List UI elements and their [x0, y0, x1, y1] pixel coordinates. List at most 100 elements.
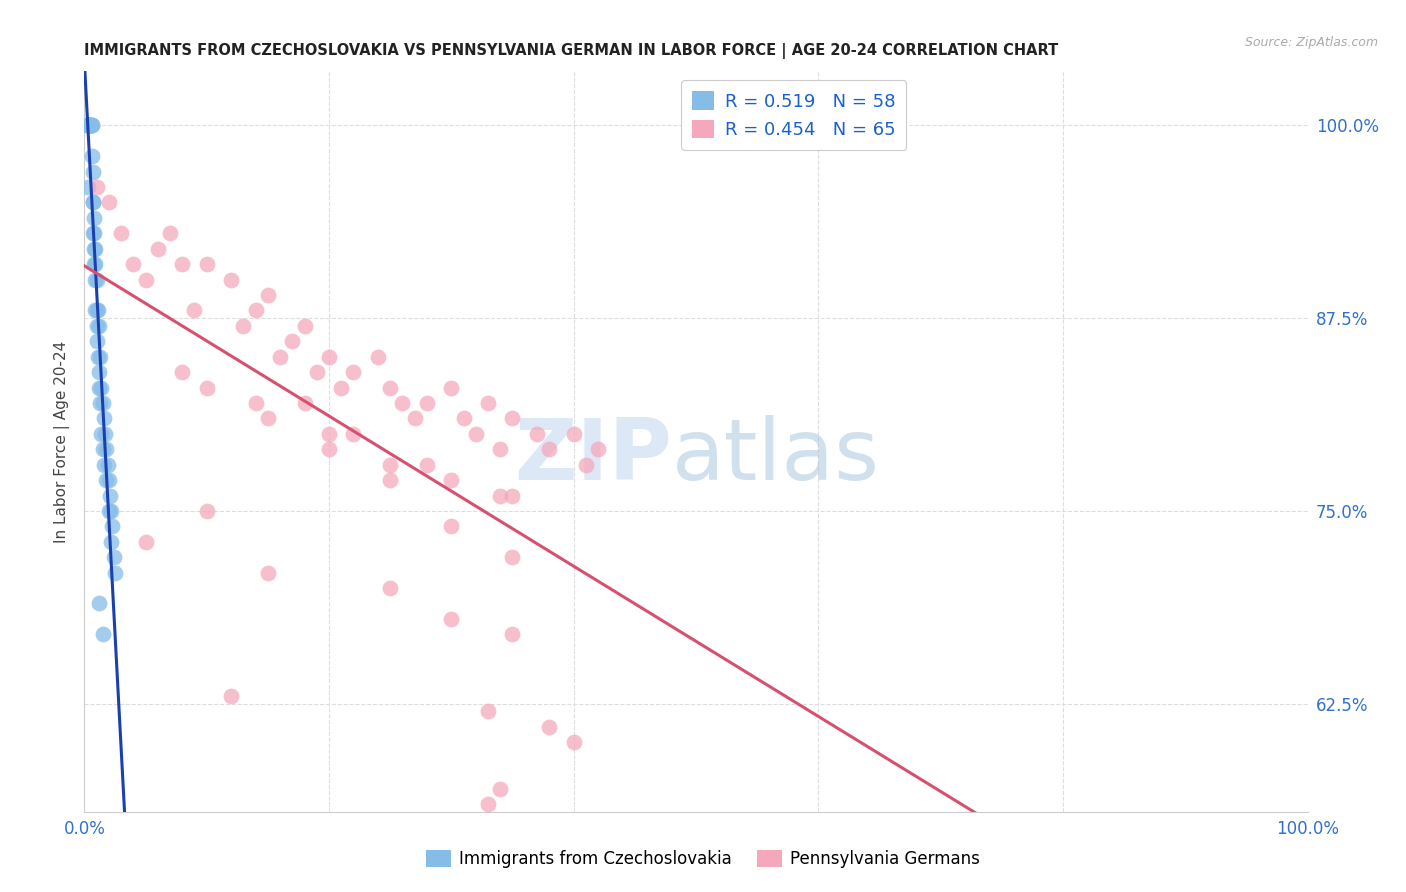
- Point: [98, 489, 121, 503]
- Point: [183, 303, 205, 318]
- Point: [502, 489, 524, 503]
- Point: [232, 318, 254, 333]
- Point: [91, 627, 114, 641]
- Point: [489, 781, 512, 796]
- Point: [97, 473, 120, 487]
- Point: [100, 534, 122, 549]
- Point: [97, 195, 120, 210]
- Point: [103, 550, 125, 565]
- Point: [489, 442, 512, 457]
- Point: [538, 720, 561, 734]
- Point: [342, 365, 364, 379]
- Point: [367, 350, 389, 364]
- Point: [172, 365, 194, 379]
- Legend: Immigrants from Czechoslovakia, Pennsylvania Germans: Immigrants from Czechoslovakia, Pennsylv…: [419, 843, 987, 875]
- Point: [257, 288, 280, 302]
- Point: [96, 442, 118, 457]
- Point: [440, 612, 463, 626]
- Point: [77, 119, 100, 133]
- Point: [526, 426, 548, 441]
- Point: [89, 396, 111, 410]
- Point: [440, 380, 463, 394]
- Point: [159, 227, 181, 241]
- Point: [404, 411, 426, 425]
- Legend: R = 0.519   N = 58, R = 0.454   N = 65: R = 0.519 N = 58, R = 0.454 N = 65: [682, 80, 907, 150]
- Point: [502, 550, 524, 565]
- Point: [342, 426, 364, 441]
- Point: [82, 164, 104, 178]
- Point: [86, 334, 108, 349]
- Point: [110, 227, 132, 241]
- Point: [330, 380, 353, 394]
- Point: [245, 303, 267, 318]
- Point: [281, 334, 304, 349]
- Y-axis label: In Labor Force | Age 20-24: In Labor Force | Age 20-24: [55, 341, 70, 542]
- Point: [77, 119, 100, 133]
- Point: [562, 735, 585, 749]
- Point: [83, 257, 105, 271]
- Point: [100, 504, 122, 518]
- Point: [86, 303, 108, 318]
- Point: [87, 318, 110, 333]
- Point: [318, 350, 340, 364]
- Point: [84, 272, 107, 286]
- Point: [87, 365, 110, 379]
- Point: [83, 227, 105, 241]
- Point: [84, 257, 107, 271]
- Point: [93, 411, 115, 425]
- Point: [135, 272, 157, 286]
- Point: [477, 396, 499, 410]
- Point: [96, 473, 118, 487]
- Point: [82, 227, 104, 241]
- Point: [464, 426, 486, 441]
- Point: [80, 119, 103, 133]
- Point: [575, 458, 598, 472]
- Point: [294, 396, 316, 410]
- Point: [195, 380, 218, 394]
- Point: [86, 272, 108, 286]
- Point: [245, 396, 267, 410]
- Point: [146, 242, 169, 256]
- Point: [453, 411, 475, 425]
- Text: Source: ZipAtlas.com: Source: ZipAtlas.com: [1244, 36, 1378, 49]
- Point: [219, 272, 242, 286]
- Point: [89, 350, 111, 364]
- Point: [477, 705, 499, 719]
- Point: [391, 396, 413, 410]
- Point: [440, 473, 463, 487]
- Point: [76, 119, 98, 133]
- Text: IMMIGRANTS FROM CZECHOSLOVAKIA VS PENNSYLVANIA GERMAN IN LABOR FORCE | AGE 20-24: IMMIGRANTS FROM CZECHOSLOVAKIA VS PENNSY…: [84, 43, 1059, 59]
- Point: [172, 257, 194, 271]
- Point: [257, 566, 280, 580]
- Point: [91, 442, 114, 457]
- Point: [257, 411, 280, 425]
- Point: [84, 242, 107, 256]
- Point: [87, 380, 110, 394]
- Point: [87, 350, 110, 364]
- Point: [104, 566, 127, 580]
- Point: [87, 597, 110, 611]
- Point: [380, 458, 402, 472]
- Point: [87, 303, 110, 318]
- Point: [562, 426, 585, 441]
- Point: [77, 119, 100, 133]
- Point: [90, 380, 112, 394]
- Point: [440, 519, 463, 533]
- Point: [502, 411, 524, 425]
- Point: [79, 119, 101, 133]
- Point: [477, 797, 499, 811]
- Point: [77, 119, 100, 133]
- Point: [90, 426, 112, 441]
- Point: [380, 581, 402, 595]
- Point: [83, 211, 105, 225]
- Point: [77, 119, 100, 133]
- Point: [586, 442, 609, 457]
- Point: [86, 318, 108, 333]
- Point: [318, 442, 340, 457]
- Point: [83, 242, 105, 256]
- Point: [97, 504, 120, 518]
- Point: [502, 627, 524, 641]
- Text: ZIP: ZIP: [513, 415, 672, 498]
- Point: [294, 318, 316, 333]
- Point: [79, 119, 101, 133]
